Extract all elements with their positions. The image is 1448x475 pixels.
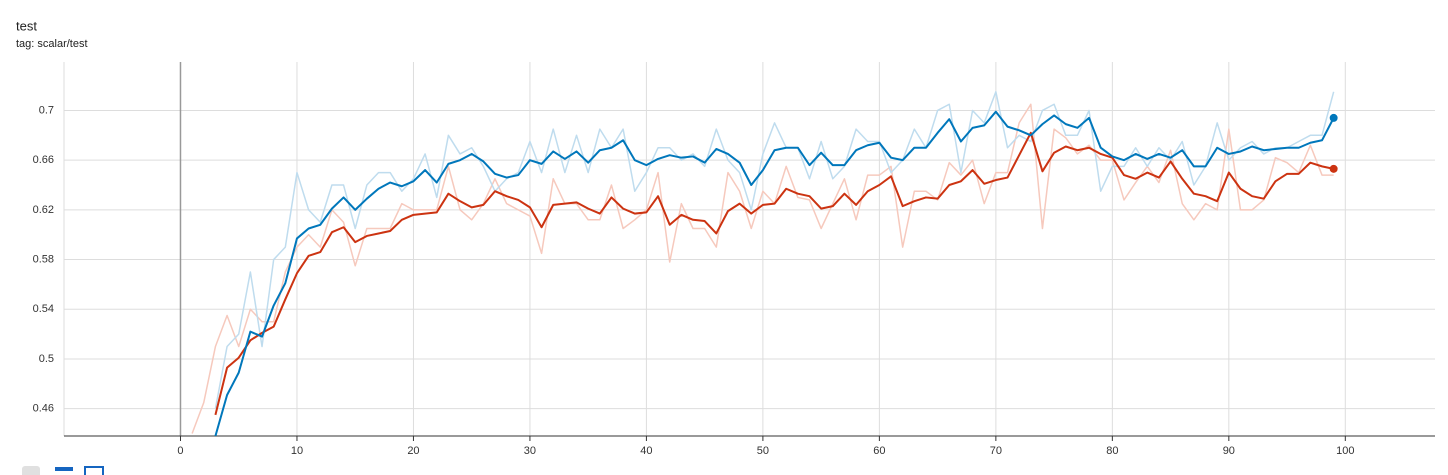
y-tick-label: 0.46 [33, 403, 54, 415]
chart-subtitle: tag: scalar/test [16, 38, 88, 50]
toolbar [22, 466, 104, 475]
chart-title: test [16, 18, 37, 33]
series-end-marker [1329, 164, 1338, 173]
series-end-marker [1329, 113, 1338, 122]
y-tick-label: 0.66 [33, 154, 54, 166]
x-tick-label: 40 [640, 445, 652, 457]
series-line [191, 103, 1334, 434]
x-tick-label: 60 [873, 445, 885, 457]
x-tick-label: 30 [524, 445, 536, 457]
download-button[interactable] [84, 466, 104, 475]
x-tick-label: 100 [1336, 445, 1354, 457]
series-line [214, 131, 1334, 416]
x-tick-label: 80 [1106, 445, 1118, 457]
x-tick-label: 10 [291, 445, 303, 457]
x-tick-label: 50 [757, 445, 769, 457]
y-tick-label: 0.5 [39, 353, 54, 365]
x-tick-label: 20 [407, 445, 419, 457]
y-tick-label: 0.58 [33, 253, 54, 265]
y-tick-label: 0.54 [33, 303, 54, 315]
x-tick-label: 90 [1223, 445, 1235, 457]
series-line [214, 91, 1335, 409]
log-button[interactable] [55, 467, 73, 471]
plot-area [191, 91, 1335, 436]
series-line [214, 110, 1335, 436]
fit-button[interactable] [22, 466, 40, 475]
y-tick-label: 0.62 [33, 204, 54, 216]
x-tick-label: 70 [990, 445, 1002, 457]
x-tick-label: 0 [177, 445, 183, 457]
y-tick-label: 0.7 [39, 104, 54, 116]
